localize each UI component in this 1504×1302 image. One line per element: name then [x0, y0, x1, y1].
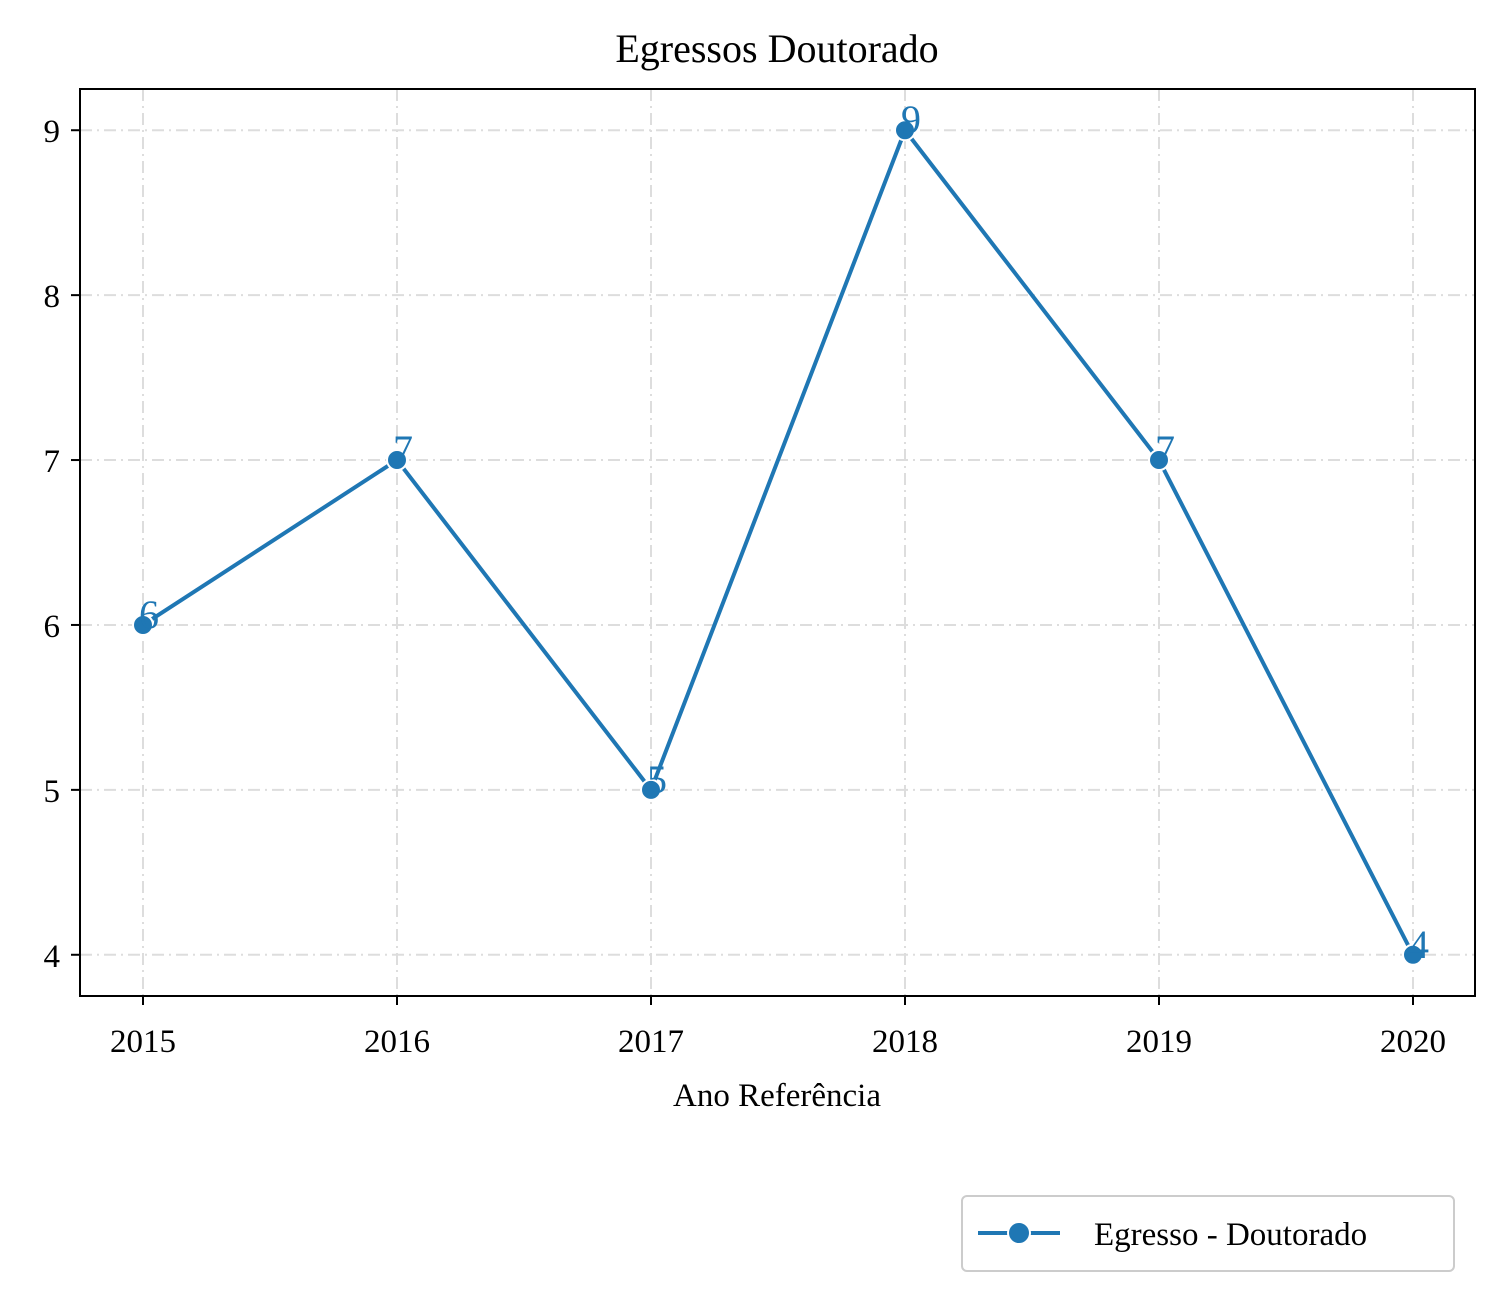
- axis-layer: 2015 2016 2017 2018 2019 2020 4 5 6 7 8 9: [44, 114, 1447, 1060]
- data-point: [386, 449, 408, 472]
- data-point: [894, 119, 916, 142]
- x-tick-label: 2020: [1380, 1024, 1446, 1060]
- x-tick-label: 2017: [618, 1024, 684, 1060]
- legend-label: Egresso - Doutorado: [1094, 1217, 1367, 1253]
- y-tick-label: 5: [44, 774, 61, 810]
- legend: Egresso - Doutorado: [961, 1195, 1455, 1272]
- legend-marker-swatch: [1007, 1221, 1031, 1245]
- chart-title: Egressos Doutorado: [615, 26, 938, 71]
- data-point: [640, 778, 662, 801]
- x-axis-label: Ano Referência: [673, 1078, 881, 1114]
- data-label: 7: [393, 427, 413, 472]
- plot-frame: [79, 88, 1476, 997]
- y-tick-label: 8: [44, 279, 61, 315]
- data-label: 4: [1409, 922, 1429, 967]
- grid-layer: [80, 89, 1475, 996]
- y-tick-label: 4: [44, 939, 61, 975]
- y-tick-label: 9: [44, 114, 61, 150]
- data-point: [132, 613, 154, 636]
- data-label: 7: [1155, 427, 1175, 472]
- data-label: 5: [647, 757, 667, 802]
- x-tick-label: 2015: [110, 1024, 176, 1060]
- data-point: [1402, 943, 1424, 966]
- x-tick-label: 2018: [872, 1024, 938, 1060]
- y-tick-label: 6: [44, 609, 61, 645]
- data-point: [1148, 449, 1170, 472]
- x-tick-label: 2019: [1126, 1024, 1192, 1060]
- data-label: 6: [139, 592, 159, 637]
- series-layer: 6 7 5 9 7 4: [132, 97, 1429, 967]
- y-tick-label: 7: [44, 444, 61, 480]
- x-tick-label: 2016: [364, 1024, 430, 1060]
- data-label: 9: [901, 97, 921, 142]
- legend-box: [961, 1195, 1455, 1272]
- series-line: [141, 128, 1415, 956]
